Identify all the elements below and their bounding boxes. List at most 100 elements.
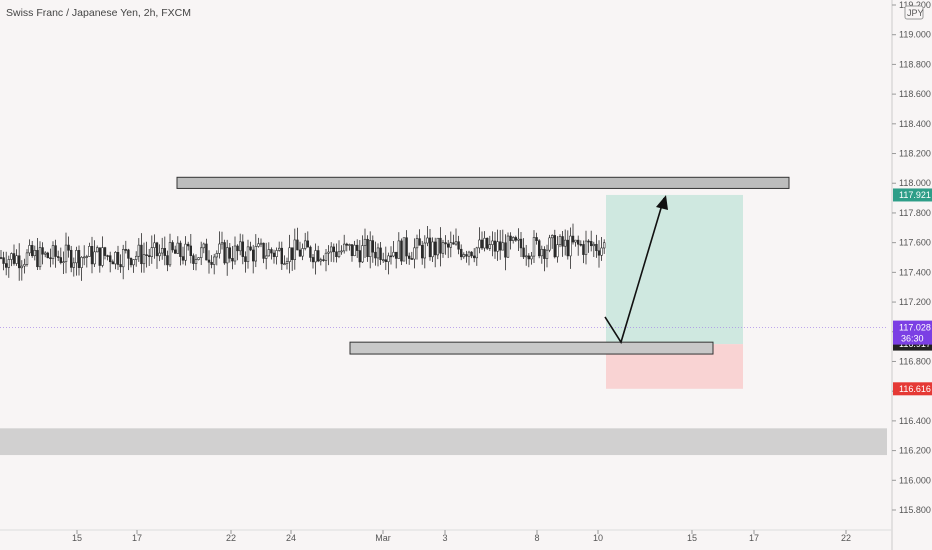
candle-body — [467, 251, 471, 257]
y-tick-label: 116.400 — [899, 416, 931, 426]
candle-body — [275, 250, 278, 257]
price-tag-0 — [893, 188, 932, 202]
candle-body — [210, 261, 213, 265]
candle-body — [122, 249, 125, 268]
candle-body — [189, 245, 192, 257]
candle-body — [470, 251, 473, 257]
candle-body — [566, 239, 570, 257]
current-price-tag — [893, 320, 932, 345]
candle-body — [329, 246, 333, 253]
candle-body — [80, 256, 83, 268]
candle-body — [59, 257, 63, 263]
candle-body — [262, 242, 265, 259]
candle-body — [571, 235, 575, 243]
candle-body — [436, 237, 439, 256]
candle-body — [496, 241, 499, 252]
candle-body — [194, 259, 198, 264]
candle-body — [187, 243, 190, 247]
candle-body — [517, 238, 520, 241]
candle-body — [550, 235, 554, 239]
candle-body — [493, 240, 497, 252]
candle-body — [392, 251, 395, 257]
y-tick-label: 119.000 — [899, 30, 931, 40]
candle-body — [358, 250, 361, 263]
candle-body — [311, 257, 315, 263]
candle-body — [140, 244, 143, 265]
candle-body — [38, 247, 42, 268]
candle-body — [116, 251, 120, 265]
candle-body — [301, 248, 304, 257]
candle-body — [491, 240, 494, 245]
candle-body — [62, 261, 65, 264]
profit-target-box — [606, 194, 743, 345]
candle-body — [532, 237, 536, 257]
candle-body — [441, 242, 445, 254]
candle-body — [20, 265, 23, 269]
currency-badge-label: JPY — [907, 8, 924, 18]
candle-body — [15, 255, 18, 264]
entry-zone — [349, 341, 714, 355]
candle-body — [426, 237, 429, 244]
candle-body — [394, 251, 398, 259]
candle-body — [127, 249, 130, 259]
candle-body — [288, 247, 291, 262]
zones-layer — [0, 176, 887, 456]
candle-body — [85, 256, 89, 258]
candle-body — [83, 256, 86, 259]
candle-body — [363, 238, 367, 246]
candle-body — [345, 243, 348, 246]
candle-body — [475, 247, 478, 259]
candle-body — [106, 255, 109, 257]
candle-body — [584, 240, 588, 255]
y-tick-label: 116.800 — [899, 356, 931, 366]
candle-body — [402, 237, 406, 262]
candle-body — [478, 239, 481, 249]
candle-body — [33, 250, 37, 257]
candle-body — [179, 242, 182, 257]
y-tick-label: 115.800 — [899, 505, 931, 515]
candle-body — [72, 262, 76, 268]
candle-body — [501, 242, 504, 251]
overlay-layer — [604, 195, 668, 345]
candle-body — [574, 239, 577, 243]
candle-body — [332, 246, 335, 253]
x-tick-label: 15 — [72, 533, 82, 543]
candle-body — [46, 252, 50, 259]
candle-body — [36, 250, 39, 268]
candle-body — [30, 245, 34, 257]
candle-body — [361, 245, 364, 263]
candle-body — [535, 237, 538, 241]
candle-body — [111, 261, 115, 265]
candle-body — [488, 244, 491, 249]
candle-body — [327, 251, 330, 254]
candle-body — [267, 249, 270, 257]
price-tag-2-label: 116.616 — [899, 384, 931, 394]
candle-body — [543, 248, 546, 259]
y-tick-label: 119.200 — [899, 0, 931, 10]
candle-body — [548, 237, 551, 251]
candle-body — [511, 237, 515, 241]
candle-body — [480, 239, 484, 249]
y-tick-label: 117.600 — [899, 238, 931, 248]
candle-body — [371, 240, 374, 253]
candle-body — [324, 252, 328, 261]
candle-body — [337, 251, 341, 258]
candle-body — [454, 241, 458, 245]
candle-body — [161, 248, 164, 254]
candle-body — [433, 241, 437, 256]
candle-body — [449, 242, 452, 248]
support-zone — [0, 428, 887, 456]
candle-body — [374, 251, 377, 259]
candle-body — [504, 242, 507, 258]
candle-body — [43, 252, 47, 255]
candle-body — [293, 239, 296, 260]
candle-body — [205, 243, 208, 261]
candle-body — [397, 240, 400, 259]
candle-body — [2, 257, 5, 264]
candle-body — [218, 243, 221, 254]
price-tag-0-label: 117.921 — [899, 190, 931, 200]
candle-body — [142, 254, 146, 265]
candle-body — [563, 239, 567, 247]
